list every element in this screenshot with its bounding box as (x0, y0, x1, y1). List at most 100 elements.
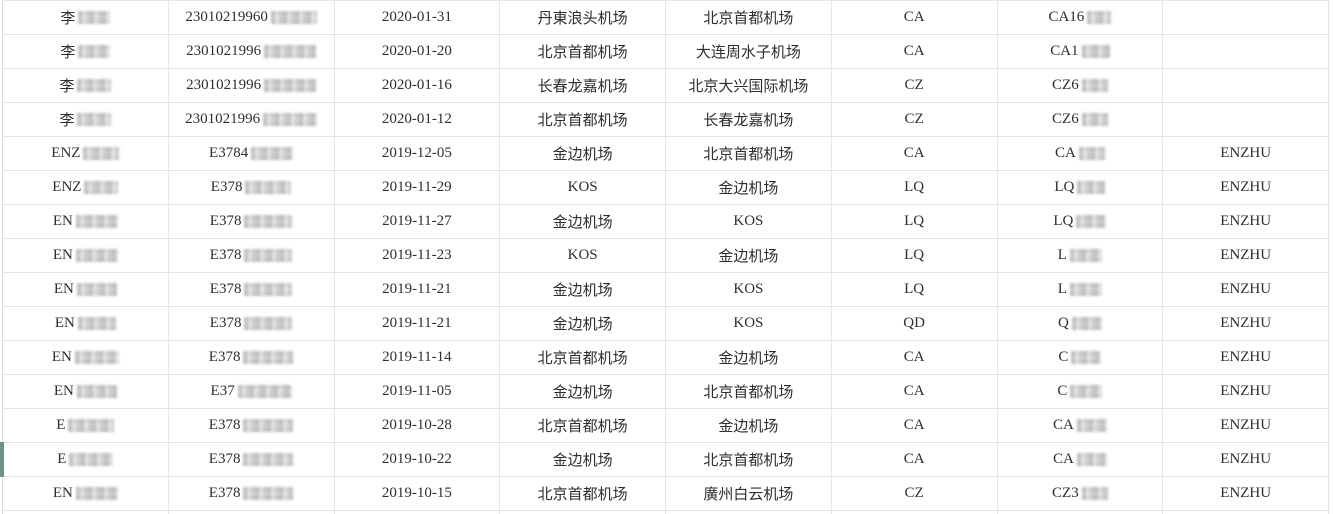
cell-passenger-name[interactable]: EN (3, 273, 169, 306)
cell-arrival-airport[interactable]: 金边机场 (666, 409, 832, 442)
cell-flight-date[interactable]: 2019-10-28 (335, 409, 501, 442)
cell-passenger-name[interactable]: ENZ (3, 137, 169, 170)
cell-departure-airport[interactable]: 金边机场 (500, 375, 666, 408)
cell-airline-code[interactable]: CA (832, 443, 998, 476)
cell-departure-airport[interactable]: 金边机场 (500, 307, 666, 340)
cell-flight-number[interactable]: CZ3 (998, 477, 1164, 510)
cell-id-number[interactable]: 23010219960 (169, 1, 335, 34)
cell-airline-code[interactable]: CZ (832, 103, 998, 136)
cell-flight-number[interactable]: CA (998, 443, 1164, 476)
cell-arrival-airport[interactable] (666, 511, 832, 514)
cell-passenger-name[interactable]: EN (3, 205, 169, 238)
cell-arrival-airport[interactable]: KOS (666, 205, 832, 238)
cell-id-number[interactable] (169, 511, 335, 514)
cell-id-number[interactable]: 2301021996 (169, 69, 335, 102)
cell-id-number[interactable]: 2301021996 (169, 103, 335, 136)
cell-departure-airport[interactable]: 长春龙嘉机场 (500, 69, 666, 102)
cell-airline-code[interactable]: CA (832, 341, 998, 374)
cell-id-number[interactable]: E378 (169, 443, 335, 476)
cell-flight-number[interactable]: C (998, 375, 1164, 408)
cell-airline-code[interactable]: LQ (832, 273, 998, 306)
cell-arrival-airport[interactable]: KOS (666, 307, 832, 340)
cell-flight-number[interactable]: CA1 (998, 35, 1164, 68)
cell-departure-airport[interactable] (500, 511, 666, 514)
cell-flight-date[interactable]: 2019-11-14 (335, 341, 501, 374)
cell-flight-date[interactable]: 2019-11-27 (335, 205, 501, 238)
cell-passenger-pinyin[interactable]: ENZHU (1163, 239, 1329, 272)
cell-airline-code[interactable]: CA (832, 35, 998, 68)
cell-arrival-airport[interactable]: KOS (666, 273, 832, 306)
cell-departure-airport[interactable]: KOS (500, 239, 666, 272)
cell-airline-code[interactable]: QD (832, 307, 998, 340)
cell-arrival-airport[interactable]: 北京首都机场 (666, 137, 832, 170)
cell-passenger-pinyin[interactable]: ENZHU (1163, 409, 1329, 442)
cell-flight-number[interactable]: CZ6 (998, 69, 1164, 102)
cell-departure-airport[interactable]: 丹東浪头机场 (500, 1, 666, 34)
cell-flight-date[interactable]: 2020-01-12 (335, 103, 501, 136)
cell-arrival-airport[interactable]: 廣州白云机场 (666, 477, 832, 510)
cell-passenger-pinyin[interactable] (1163, 69, 1329, 102)
cell-flight-date[interactable]: 2019-11-05 (335, 375, 501, 408)
cell-passenger-pinyin[interactable]: ENZHU (1163, 341, 1329, 374)
cell-passenger-name[interactable]: EN (3, 307, 169, 340)
cell-flight-date[interactable]: 2019-11-21 (335, 307, 501, 340)
cell-id-number[interactable]: E378 (169, 409, 335, 442)
cell-passenger-name[interactable] (3, 511, 169, 514)
cell-arrival-airport[interactable]: 北京大兴国际机场 (666, 69, 832, 102)
cell-id-number[interactable]: E378 (169, 307, 335, 340)
cell-flight-number[interactable]: LQ (998, 205, 1164, 238)
cell-passenger-name[interactable]: E (3, 409, 169, 442)
cell-passenger-pinyin[interactable]: ENZHU (1163, 171, 1329, 204)
cell-id-number[interactable]: E37 (169, 375, 335, 408)
cell-arrival-airport[interactable]: 北京首都机场 (666, 1, 832, 34)
cell-passenger-name[interactable]: 李 (3, 1, 169, 34)
cell-flight-date[interactable]: 2019-11-21 (335, 273, 501, 306)
cell-passenger-pinyin[interactable] (1163, 1, 1329, 34)
cell-passenger-name[interactable]: ENZ (3, 171, 169, 204)
cell-arrival-airport[interactable]: 金边机场 (666, 239, 832, 272)
cell-flight-number[interactable]: L (998, 239, 1164, 272)
cell-flight-date[interactable]: 2020-01-20 (335, 35, 501, 68)
cell-passenger-name[interactable]: EN (3, 239, 169, 272)
cell-passenger-pinyin[interactable] (1163, 103, 1329, 136)
cell-flight-date[interactable]: 2020-01-16 (335, 69, 501, 102)
cell-arrival-airport[interactable]: 金边机场 (666, 341, 832, 374)
cell-departure-airport[interactable]: 北京首都机场 (500, 409, 666, 442)
cell-passenger-pinyin[interactable]: ENZHU (1163, 205, 1329, 238)
cell-arrival-airport[interactable]: 金边机场 (666, 171, 832, 204)
cell-passenger-pinyin[interactable]: ENZHU (1163, 443, 1329, 476)
cell-departure-airport[interactable]: 北京首都机场 (500, 103, 666, 136)
cell-departure-airport[interactable]: KOS (500, 171, 666, 204)
cell-departure-airport[interactable]: 金边机场 (500, 205, 666, 238)
cell-airline-code[interactable]: LQ (832, 171, 998, 204)
cell-flight-date[interactable]: 2019-12-05 (335, 137, 501, 170)
cell-passenger-name[interactable]: 李 (3, 69, 169, 102)
cell-id-number[interactable]: E378 (169, 205, 335, 238)
cell-passenger-name[interactable]: EN (3, 341, 169, 374)
cell-arrival-airport[interactable]: 北京首都机场 (666, 375, 832, 408)
cell-arrival-airport[interactable]: 大连周水子机场 (666, 35, 832, 68)
cell-flight-number[interactable]: CA16 (998, 1, 1164, 34)
cell-id-number[interactable]: E378 (169, 341, 335, 374)
cell-id-number[interactable]: E378 (169, 171, 335, 204)
cell-departure-airport[interactable]: 金边机场 (500, 443, 666, 476)
cell-departure-airport[interactable]: 北京首都机场 (500, 35, 666, 68)
cell-passenger-name[interactable]: EN (3, 375, 169, 408)
cell-departure-airport[interactable]: 金边机场 (500, 273, 666, 306)
cell-passenger-name[interactable]: 李 (3, 103, 169, 136)
cell-id-number[interactable]: E378 (169, 477, 335, 510)
cell-passenger-pinyin[interactable]: ENZHU (1163, 375, 1329, 408)
cell-flight-number[interactable]: Q (998, 307, 1164, 340)
cell-flight-date[interactable]: 2019-10-15 (335, 477, 501, 510)
cell-flight-number[interactable]: CZ6 (998, 103, 1164, 136)
cell-departure-airport[interactable]: 北京首都机场 (500, 477, 666, 510)
cell-airline-code[interactable]: CA (832, 1, 998, 34)
cell-id-number[interactable]: E378 (169, 273, 335, 306)
cell-id-number[interactable]: E378 (169, 239, 335, 272)
cell-flight-date[interactable]: 2019-11-23 (335, 239, 501, 272)
cell-id-number[interactable]: E3784 (169, 137, 335, 170)
cell-airline-code[interactable]: CZ (832, 69, 998, 102)
cell-airline-code[interactable]: CA (832, 409, 998, 442)
cell-airline-code[interactable]: LQ (832, 239, 998, 272)
cell-flight-number[interactable]: LQ (998, 171, 1164, 204)
